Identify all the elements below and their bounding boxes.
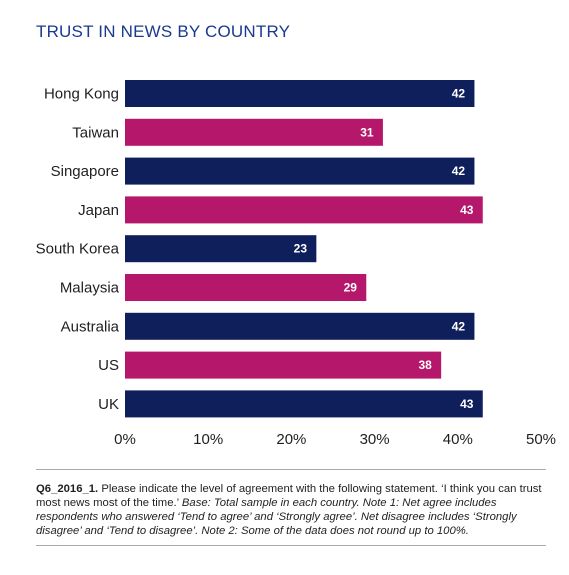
value-label-south-korea: 23 — [294, 242, 308, 256]
category-label-us: US — [98, 357, 119, 374]
bar-australia — [125, 312, 475, 340]
bar-japan — [125, 196, 483, 224]
category-label-uk: UK — [98, 396, 119, 413]
value-label-japan: 43 — [460, 203, 474, 217]
bar-taiwan — [125, 118, 383, 146]
value-label-singapore: 42 — [452, 164, 466, 178]
x-tick-label: 20% — [276, 431, 306, 448]
bar-malaysia — [125, 274, 367, 301]
question-id: Q6_2016_1. — [36, 483, 99, 495]
x-tick-label: 40% — [443, 431, 473, 448]
value-label-hong-kong: 42 — [452, 87, 466, 101]
x-axis-ticks: 0% 10% 20% 30% 40% 50% — [114, 431, 556, 448]
footnote: Q6_2016_1. Please indicate the level of … — [36, 482, 548, 538]
category-label-taiwan: Taiwan — [72, 124, 119, 141]
value-label-us: 38 — [418, 358, 432, 372]
x-tick-label: 30% — [360, 431, 390, 448]
x-tick-label: 0% — [114, 431, 136, 448]
value-labels: 42 31 42 43 23 29 42 38 43 — [294, 87, 474, 411]
category-label-japan: Japan — [78, 202, 119, 219]
bar-hong-kong — [125, 80, 475, 107]
bar-south-korea — [125, 235, 317, 263]
value-label-taiwan: 31 — [360, 125, 374, 139]
bar-singapore — [125, 157, 475, 185]
base-note: Base: Total sample in each country. Note… — [36, 497, 517, 537]
category-label-malaysia: Malaysia — [60, 280, 120, 297]
category-label-south-korea: South Korea — [36, 241, 120, 258]
category-label-hong-kong: Hong Kong — [44, 86, 119, 103]
value-label-malaysia: 29 — [344, 281, 358, 295]
chart-title: TRUST IN NEWS BY COUNTRY — [36, 22, 291, 41]
note-bottom-rule — [36, 545, 546, 546]
bar-us — [125, 351, 442, 379]
value-label-australia: 42 — [452, 319, 466, 333]
category-label-australia: Australia — [61, 318, 120, 335]
bar-chart: Hong Kong Taiwan Singapore Japan South Korea… — [36, 80, 556, 448]
category-label-singapore: Singapore — [51, 163, 119, 180]
bars-group — [125, 80, 483, 418]
question-text: Please indicate the level of agreement w… — [36, 483, 542, 509]
note-top-rule — [36, 469, 546, 470]
value-label-uk: 43 — [460, 397, 474, 411]
category-labels: Hong Kong Taiwan Singapore Japan South Korea… — [36, 86, 120, 413]
x-tick-label: 10% — [193, 431, 223, 448]
bar-uk — [125, 390, 483, 418]
x-tick-label: 50% — [526, 431, 556, 448]
